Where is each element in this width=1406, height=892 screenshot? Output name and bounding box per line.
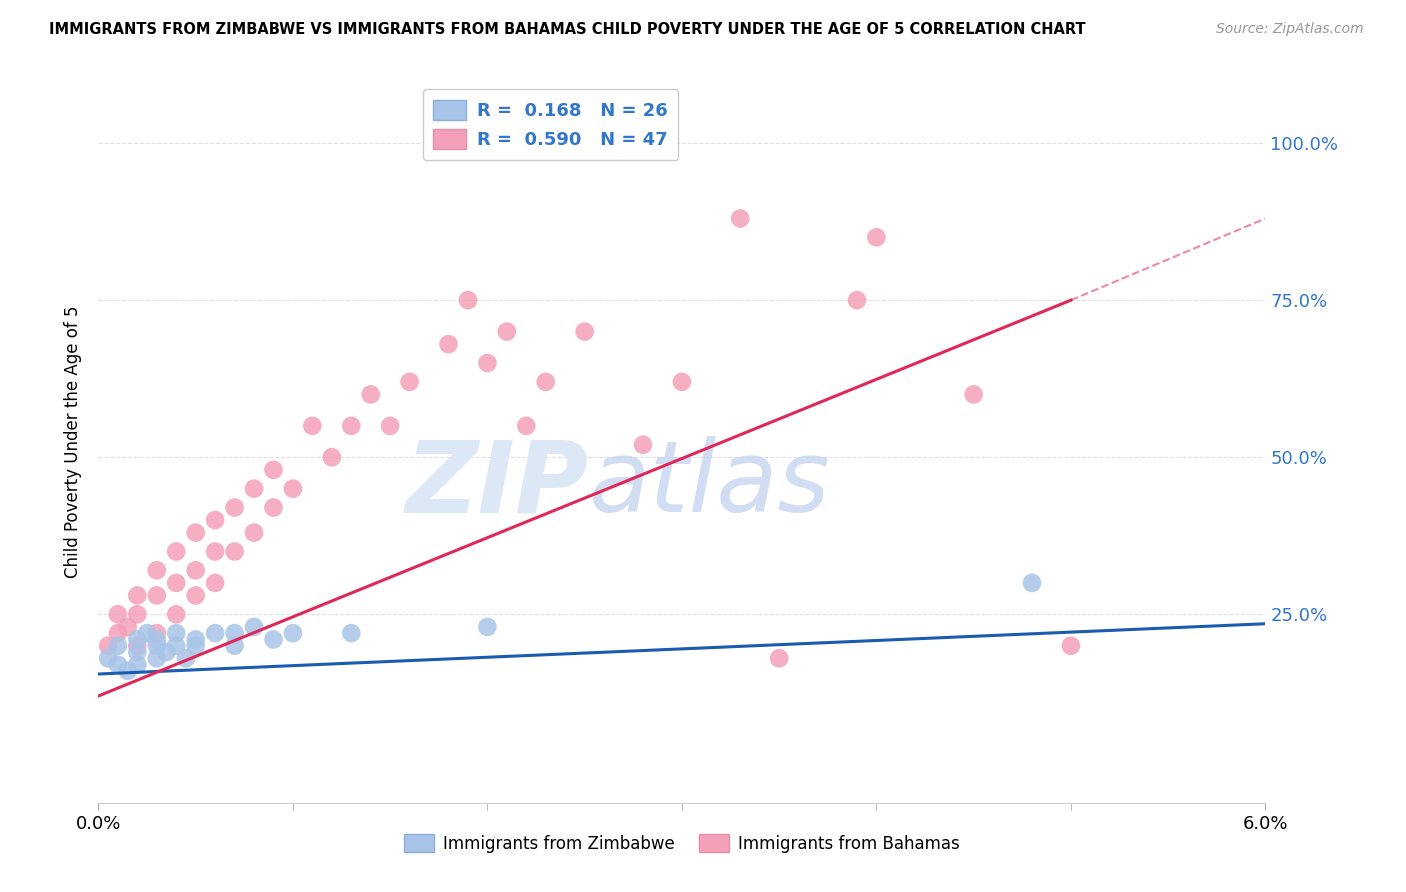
Point — [127, 645, 149, 659]
Point — [184, 589, 207, 603]
Point — [380, 418, 402, 433]
Point — [631, 438, 654, 452]
Text: IMMIGRANTS FROM ZIMBABWE VS IMMIGRANTS FROM BAHAMAS CHILD POVERTY UNDER THE AGE : IMMIGRANTS FROM ZIMBABWE VS IMMIGRANTS F… — [49, 22, 1085, 37]
Point — [204, 575, 226, 590]
Point — [730, 211, 752, 226]
Point — [165, 575, 187, 590]
Point — [477, 620, 499, 634]
Point — [398, 375, 420, 389]
Point — [97, 639, 120, 653]
Point — [301, 418, 323, 433]
Point — [165, 626, 187, 640]
Point — [515, 418, 537, 433]
Point — [1021, 575, 1043, 590]
Point — [846, 293, 869, 308]
Point — [457, 293, 479, 308]
Point — [962, 387, 984, 401]
Point — [165, 544, 187, 558]
Point — [671, 375, 693, 389]
Point — [321, 450, 343, 465]
Point — [146, 626, 169, 640]
Point — [437, 337, 460, 351]
Point — [146, 589, 169, 603]
Point — [107, 626, 129, 640]
Point — [204, 626, 226, 640]
Legend: Immigrants from Zimbabwe, Immigrants from Bahamas: Immigrants from Zimbabwe, Immigrants fro… — [398, 828, 966, 860]
Point — [127, 632, 149, 647]
Point — [136, 626, 159, 640]
Point — [574, 325, 596, 339]
Point — [117, 664, 139, 678]
Point — [146, 632, 169, 647]
Point — [127, 589, 149, 603]
Point — [534, 375, 557, 389]
Point — [224, 544, 246, 558]
Point — [477, 356, 499, 370]
Point — [127, 639, 149, 653]
Point — [340, 418, 363, 433]
Point — [184, 639, 207, 653]
Point — [281, 482, 304, 496]
Point — [204, 544, 226, 558]
Y-axis label: Child Poverty Under the Age of 5: Child Poverty Under the Age of 5 — [63, 305, 82, 578]
Point — [97, 651, 120, 665]
Point — [243, 525, 266, 540]
Point — [262, 463, 284, 477]
Point — [165, 639, 187, 653]
Point — [865, 230, 887, 244]
Point — [243, 620, 266, 634]
Point — [768, 651, 790, 665]
Point — [155, 645, 177, 659]
Point — [224, 626, 246, 640]
Point — [174, 651, 197, 665]
Point — [262, 632, 284, 647]
Point — [127, 657, 149, 672]
Text: atlas: atlas — [589, 436, 830, 533]
Point — [146, 651, 169, 665]
Point — [107, 639, 129, 653]
Point — [243, 482, 266, 496]
Point — [184, 525, 207, 540]
Point — [224, 639, 246, 653]
Text: ZIP: ZIP — [405, 436, 589, 533]
Point — [184, 563, 207, 577]
Point — [127, 607, 149, 622]
Point — [224, 500, 246, 515]
Point — [117, 620, 139, 634]
Text: Source: ZipAtlas.com: Source: ZipAtlas.com — [1216, 22, 1364, 37]
Point — [146, 639, 169, 653]
Point — [204, 513, 226, 527]
Point — [107, 607, 129, 622]
Point — [146, 563, 169, 577]
Point — [360, 387, 382, 401]
Point — [496, 325, 519, 339]
Point — [340, 626, 363, 640]
Point — [165, 607, 187, 622]
Point — [184, 632, 207, 647]
Point — [1060, 639, 1083, 653]
Point — [107, 657, 129, 672]
Point — [262, 500, 284, 515]
Point — [281, 626, 304, 640]
